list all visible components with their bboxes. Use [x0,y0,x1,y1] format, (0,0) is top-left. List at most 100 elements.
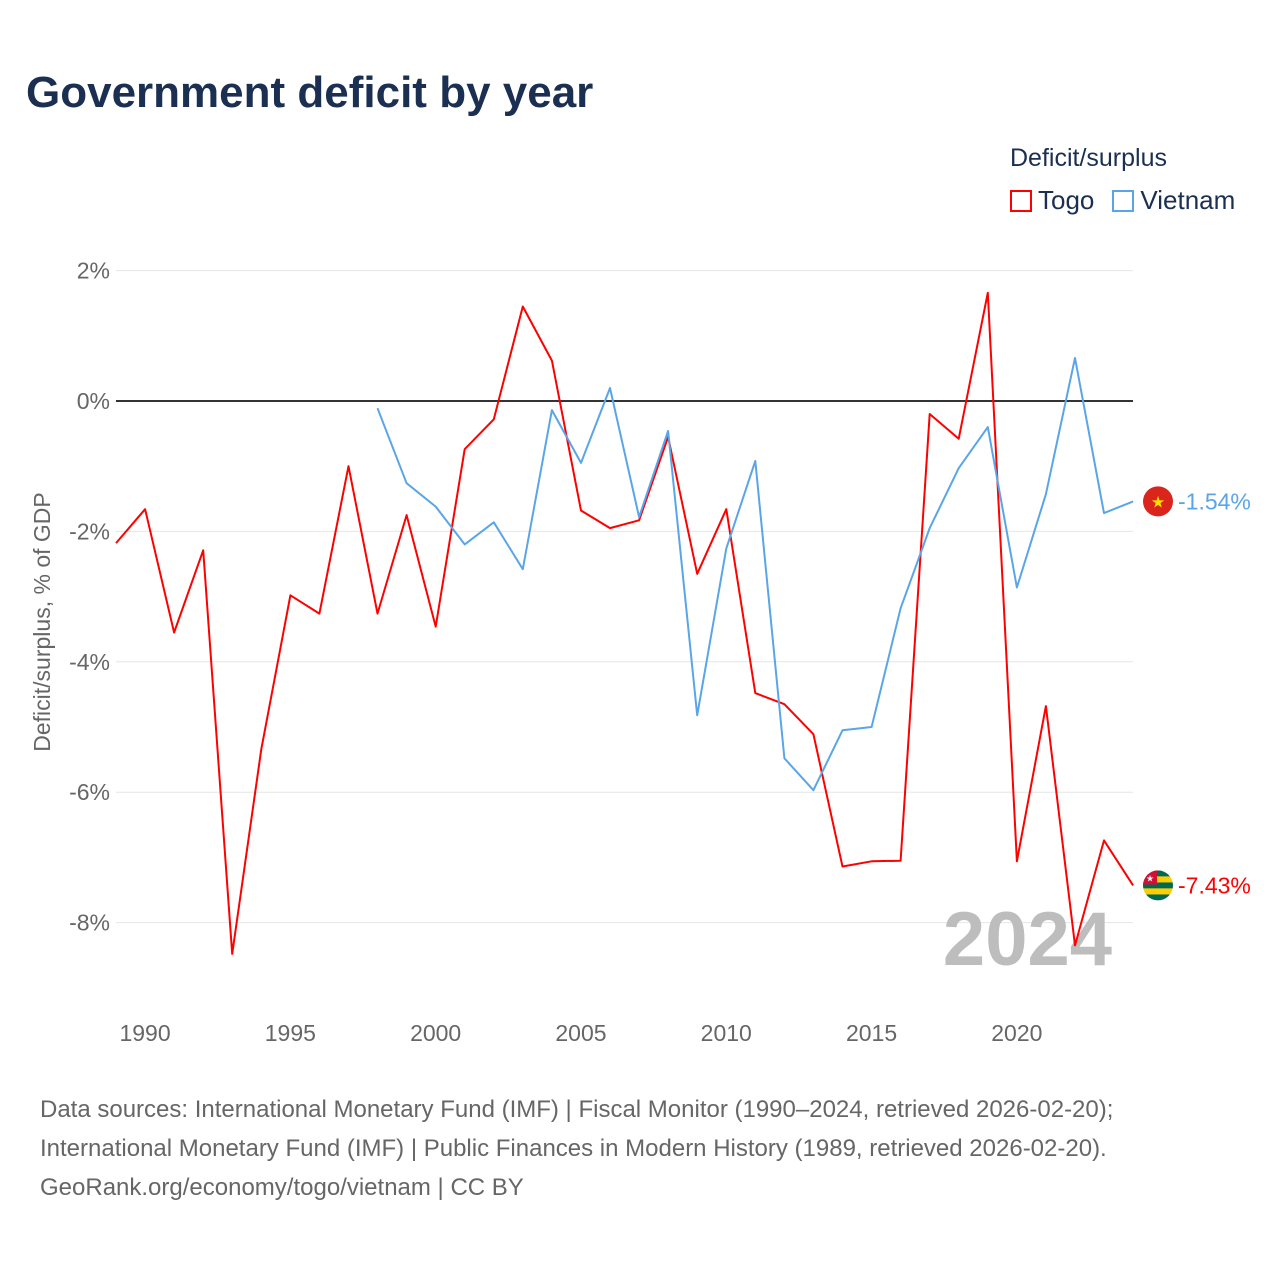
data-point [868,723,876,731]
data-point [1129,497,1137,505]
legend-swatch-vietnam [1112,189,1135,212]
data-point [548,406,556,414]
legend: Togo Vietnam [1010,185,1235,216]
flag-body: ★ [1143,870,1173,901]
data-point [577,459,585,467]
data-point [199,546,207,554]
data-point [868,857,876,865]
data-point [1071,941,1079,949]
data-point [751,457,759,465]
data-point [780,700,788,708]
data-point [1042,490,1050,498]
data-point [984,289,992,297]
data-point [839,726,847,734]
source-note: Data sources: International Monetary Fun… [40,1090,1113,1207]
x-tick-label: 2005 [555,1020,606,1046]
data-point [1042,702,1050,710]
legend-item-togo[interactable]: Togo [1010,185,1094,216]
y-tick-label: 2% [77,258,110,284]
legend-label: Togo [1038,185,1095,215]
y-tick-label: -2% [69,518,110,544]
data-point [403,479,411,487]
data-point [839,863,847,871]
data-point [693,570,701,578]
data-point [461,445,469,453]
data-point [1129,881,1137,889]
x-tick-label: 1990 [119,1020,170,1046]
data-point [897,604,905,612]
data-point [955,435,963,443]
flag-icon-vietnam: ★ [1143,486,1173,517]
data-point [664,427,672,435]
chart-title: Government deficit by year [26,68,594,117]
data-point [1013,583,1021,591]
data-point [432,503,440,511]
flag-stripe [1143,882,1173,889]
data-point [344,462,352,470]
data-point [606,384,614,392]
data-point [722,544,730,552]
source-line: Data sources: International Monetary Fun… [40,1096,1114,1123]
data-point [112,539,120,547]
data-point [548,357,556,365]
year-watermark: 2024 [943,897,1112,982]
x-tick-label: 2015 [846,1020,897,1046]
y-tick-label: -8% [69,910,110,936]
data-point [374,610,382,618]
data-point [926,410,934,418]
data-point [955,464,963,472]
data-point [432,623,440,631]
series-line-vietnam [376,357,1134,792]
y-axis-label: Deficit/surplus, % of GDP [29,492,55,751]
series-line-togo [115,291,1134,955]
data-point [897,857,905,865]
data-point [926,524,934,532]
data-point [693,711,701,719]
flag-icon-togo: ★ [1143,870,1173,901]
x-tick-label: 1995 [265,1020,316,1046]
y-tick-label: 0% [77,388,110,414]
flag-background [1143,486,1173,517]
data-point [519,565,527,573]
flag-star: ★ [1151,494,1165,511]
data-point [315,610,323,618]
legend-swatch-togo [1010,189,1032,212]
flag-stripe [1143,888,1173,895]
data-point [519,302,527,310]
data-point [984,423,992,431]
source-attribution-link[interactable]: GeoRank.org/economy/togo/vietnam | CC BY [40,1174,524,1201]
flag-stripe [1143,870,1173,877]
flag-stripe [1143,876,1173,883]
data-point [809,786,817,794]
data-point [490,415,498,423]
y-tick-label: -4% [69,649,110,675]
flag-star: ★ [1146,873,1154,883]
x-tick-label: 2010 [701,1020,752,1046]
data-point [1100,836,1108,844]
data-point [141,505,149,513]
end-value-label: -1.54% [1178,488,1251,514]
data-point [606,524,614,532]
data-point [1071,354,1079,362]
x-tick-label: 2000 [410,1020,461,1046]
data-point [490,518,498,526]
data-point [809,730,817,738]
data-point [374,404,382,412]
data-point [722,505,730,513]
x-tick-label: 2020 [991,1020,1042,1046]
data-point [751,689,759,697]
data-point [403,511,411,519]
data-point [1100,509,1108,517]
legend-item-vietnam[interactable]: Vietnam [1112,185,1235,216]
data-point [780,754,788,762]
data-point [635,513,643,521]
data-point [257,745,265,753]
data-point [286,591,294,599]
data-point [170,628,178,636]
data-point [461,540,469,548]
source-line: International Monetary Fund (IMF) | Publ… [40,1135,1107,1162]
data-point [577,507,585,515]
y-tick-label: -6% [69,779,110,805]
